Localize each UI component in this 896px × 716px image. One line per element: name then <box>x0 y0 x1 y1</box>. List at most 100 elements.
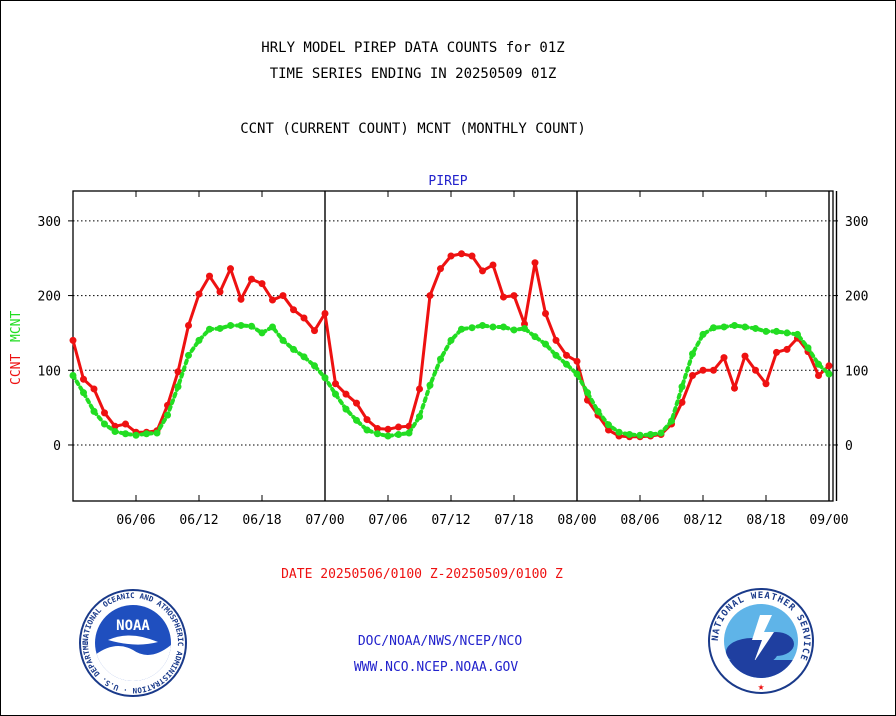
data-point-ccnt <box>374 425 381 433</box>
data-point-mcnt <box>447 336 455 344</box>
data-point-mcnt <box>752 324 759 332</box>
x-tick-label: 08/18 <box>746 513 785 528</box>
y-tick-label-left: 0 <box>53 439 61 454</box>
data-point-mcnt <box>111 428 119 436</box>
x-tick-label: 07/18 <box>494 513 533 528</box>
data-point-mcnt <box>69 372 77 380</box>
data-point-ccnt <box>384 425 392 433</box>
data-point-mcnt <box>468 324 476 332</box>
data-point-ccnt <box>395 423 402 431</box>
data-point-ccnt <box>332 380 339 388</box>
data-point-mcnt <box>237 321 245 329</box>
data-point-mcnt <box>437 355 444 363</box>
data-point-mcnt <box>374 430 381 438</box>
y-tick-label-left: 100 <box>38 364 61 379</box>
data-point-ccnt <box>258 280 266 288</box>
data-point-ccnt <box>552 336 560 344</box>
data-point-ccnt <box>542 310 549 318</box>
data-point-mcnt <box>689 350 696 358</box>
data-point-mcnt <box>594 407 602 415</box>
data-point-mcnt <box>741 323 749 331</box>
data-point-mcnt <box>363 426 371 434</box>
x-tick-label: 07/00 <box>305 513 344 528</box>
y-tick-labels: 0 0 100 100 200 200 300 300 <box>38 215 869 454</box>
data-point-ccnt <box>605 426 612 434</box>
data-point-mcnt <box>258 329 266 337</box>
data-point-ccnt <box>752 366 759 374</box>
x-tick-label: 06/06 <box>116 513 155 528</box>
data-point-mcnt <box>794 330 801 338</box>
x-tick-label: 08/00 <box>557 513 596 528</box>
data-point-mcnt <box>185 351 192 359</box>
plot-area <box>72 190 834 502</box>
data-point-mcnt <box>300 353 308 361</box>
data-point-mcnt <box>321 374 329 382</box>
org-label[interactable]: DOC/NOAA/NWS/NCEP/NCO <box>358 634 523 649</box>
series-line-ccnt <box>71 252 831 439</box>
data-point-ccnt <box>300 314 308 322</box>
data-point-ccnt <box>237 295 245 303</box>
data-point-ccnt <box>731 384 738 392</box>
chart-subtitle: CCNT (CURRENT COUNT) MCNT (MONTHLY COUNT… <box>240 121 586 137</box>
data-point-ccnt <box>437 265 444 273</box>
data-point-ccnt <box>111 422 119 430</box>
data-point-mcnt <box>353 416 360 424</box>
data-point-ccnt <box>489 261 497 269</box>
date-range-label: DATE 20250506/0100 Z-20250509/0100 Z <box>281 567 563 582</box>
data-point-ccnt <box>290 306 297 314</box>
data-point-ccnt <box>269 296 276 304</box>
data-point-ccnt <box>342 390 350 398</box>
data-point-mcnt <box>122 430 129 438</box>
nws-logo: NATIONAL WEATHER SERVICE ★ <box>708 588 814 694</box>
x-tick-label: 08/12 <box>683 513 722 528</box>
data-point-mcnt <box>143 430 150 438</box>
y-axis-label-ccnt: CCNT <box>9 354 24 385</box>
x-tick-label: 06/12 <box>179 513 218 528</box>
data-point-ccnt <box>458 250 465 258</box>
x-tick-label: 07/12 <box>431 513 470 528</box>
data-point-mcnt <box>542 340 549 348</box>
data-point-ccnt <box>416 385 423 393</box>
data-point-mcnt <box>426 381 434 389</box>
data-point-mcnt <box>731 321 738 329</box>
data-point-mcnt <box>174 383 182 391</box>
data-point-mcnt <box>153 429 161 437</box>
data-point-ccnt <box>174 368 182 376</box>
chart-title-line2: TIME SERIES ENDING IN 20250509 01Z <box>270 66 557 82</box>
data-point-mcnt <box>762 327 770 335</box>
data-point-ccnt <box>741 352 749 360</box>
data-point-ccnt <box>783 345 791 353</box>
data-point-mcnt <box>342 405 350 413</box>
data-point-mcnt <box>290 345 297 353</box>
data-point-ccnt <box>447 252 455 260</box>
data-point-ccnt <box>321 310 329 318</box>
data-point-mcnt <box>605 421 612 429</box>
data-point-mcnt <box>668 417 675 425</box>
noaa-logo: NATIONAL OCEANIC AND ATMOSPHERIC ADMINIS… <box>0 0 187 697</box>
data-point-ccnt <box>101 409 108 417</box>
x-tick-labels: 06/06 06/12 06/18 07/00 07/06 07/12 07/18 08/00… <box>116 191 849 528</box>
data-point-ccnt <box>195 290 203 298</box>
y-tick-label-left: 300 <box>38 215 61 230</box>
data-series <box>69 250 833 441</box>
chart-title-line1: HRLY MODEL PIREP DATA COUNTS for 01Z <box>261 40 564 56</box>
data-point-ccnt <box>500 293 507 301</box>
data-point-ccnt <box>80 375 87 383</box>
x-tick-label: 08/06 <box>620 513 659 528</box>
website-link[interactable]: WWW.NCO.NCEP.NOAA.GOV <box>354 660 519 675</box>
data-point-mcnt <box>710 324 717 332</box>
x-tick-label: 06/18 <box>242 513 281 528</box>
data-point-mcnt <box>626 431 633 439</box>
data-point-mcnt <box>332 390 339 398</box>
data-point-ccnt <box>479 267 486 275</box>
data-point-mcnt <box>531 333 539 341</box>
data-point-mcnt <box>489 323 497 331</box>
svg-text:NATIONAL OCEANIC AND ATMOSPHER: NATIONAL OCEANIC AND ATMOSPHERIC ADMINIS… <box>0 0 185 695</box>
series-mcnt <box>69 321 833 440</box>
data-point-ccnt <box>185 321 192 329</box>
data-point-mcnt <box>80 389 87 397</box>
y-tick-label-right: 100 <box>845 364 868 379</box>
x-tick-label: 09/00 <box>809 513 848 528</box>
data-point-mcnt <box>164 411 171 419</box>
